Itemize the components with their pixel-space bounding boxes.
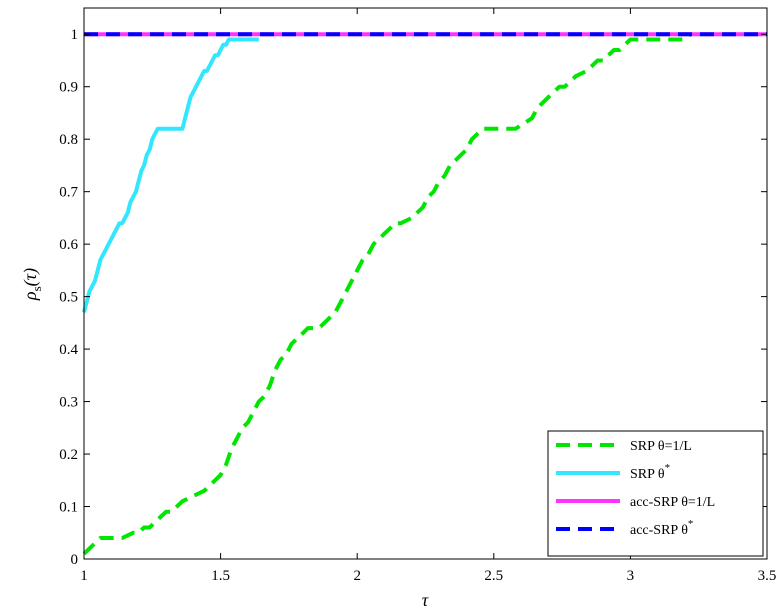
series-line-2	[82, 37, 259, 313]
y-tick-label: 0.6	[59, 237, 78, 253]
legend-box	[547, 430, 764, 557]
y-axis-label-subscript: s	[29, 286, 44, 291]
x-axis-label: τ	[422, 590, 429, 610]
legend-label-2: SRP θ*	[630, 462, 670, 482]
series-line-1	[82, 32, 692, 556]
y-tick-label: 0.9	[59, 80, 78, 96]
y-axis-label-symbol: ρ	[20, 291, 40, 301]
y-tick-label: 0.1	[59, 500, 78, 516]
y-axis-label-argument: (τ)	[20, 268, 41, 286]
x-tick-label: 3	[627, 568, 635, 584]
plot-area-frame	[83, 7, 768, 560]
series-layer	[82, 32, 767, 556]
y-tick-label: 0.8	[59, 132, 78, 148]
x-tick-label: 1	[80, 568, 88, 584]
legend-label-superscript: *	[688, 518, 694, 530]
ticks-layer: 1 1.5 2 2.5 3 3.5 0 0.1 0.2 0.3 0.4 0.5 0.6 0.7 0.8 0.9…	[59, 8, 776, 584]
y-tick-label: 0.2	[59, 447, 78, 463]
y-tick-label: 0.5	[59, 290, 78, 306]
y-tick-label: 0	[71, 552, 79, 568]
legend-label-4: acc-SRP θ*	[630, 518, 693, 538]
x-tick-label: 2.5	[484, 568, 503, 584]
x-tick-label: 2	[353, 568, 361, 584]
y-tick-label: 1	[71, 27, 79, 43]
legend-label-3: acc-SRP θ=1/L	[630, 495, 715, 510]
y-tick-label: 0.7	[59, 185, 78, 201]
legend: SRP θ=1/L SRP θ* acc-SRP θ=1/L acc-SRP θ*	[547, 430, 764, 557]
svg-text:ρs(τ): ρs(τ)	[20, 268, 44, 301]
y-tick-label: 0.4	[59, 342, 78, 358]
x-tick-label: 1.5	[211, 568, 230, 584]
x-tick-label: 3.5	[758, 568, 777, 584]
y-tick-label: 0.3	[59, 395, 78, 411]
legend-label-1: SRP θ=1/L	[630, 439, 692, 454]
y-axis-label: ρs(τ)	[20, 268, 44, 301]
legend-label-superscript: *	[665, 462, 671, 474]
